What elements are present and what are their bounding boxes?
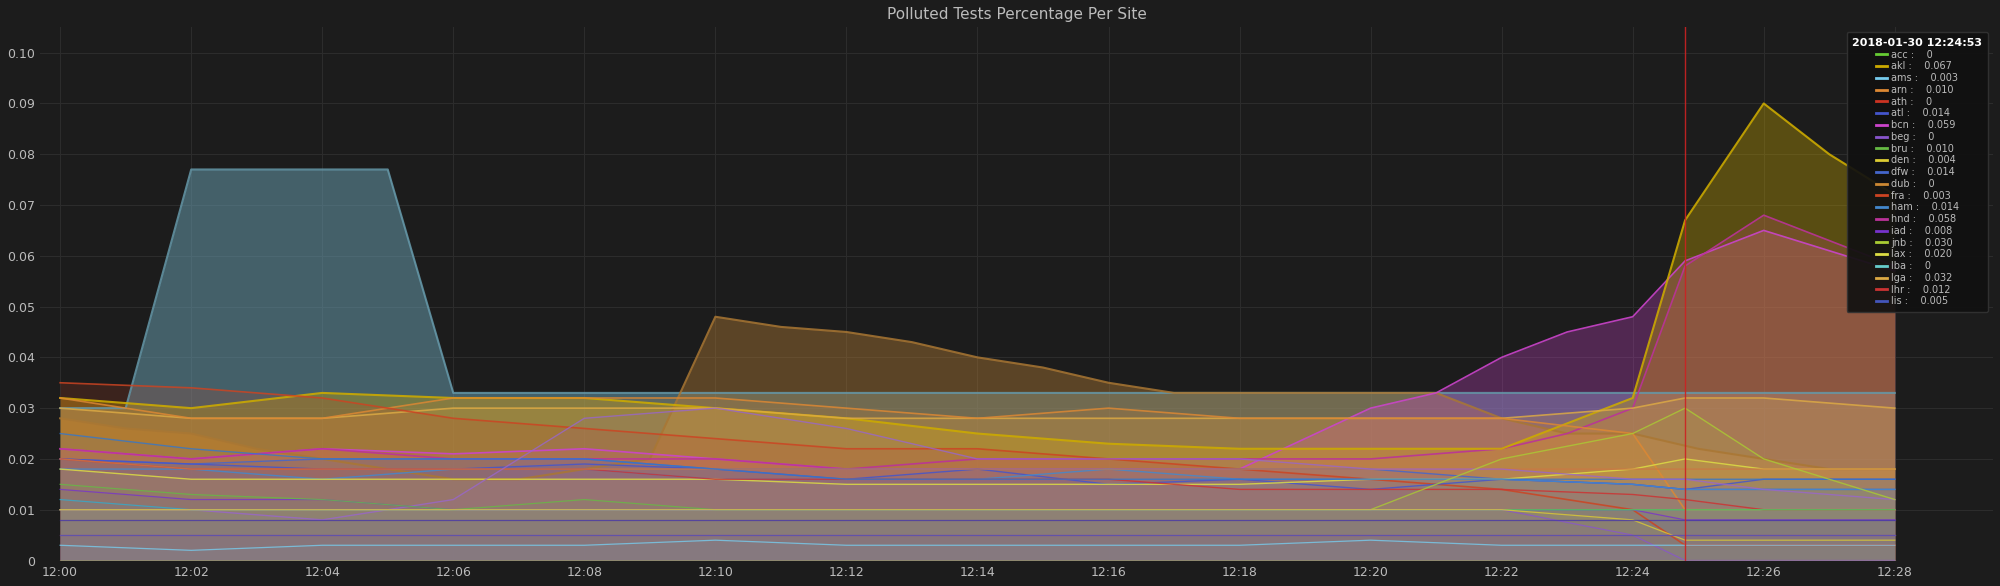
Legend: acc :    0, akl :    0.067, ams :    0.003, arn :    0.010, ath :    0, atl :   : acc : 0, akl : 0.067, ams : 0.003, arn :… — [1846, 32, 1988, 312]
Title: Polluted Tests Percentage Per Site: Polluted Tests Percentage Per Site — [886, 7, 1146, 22]
